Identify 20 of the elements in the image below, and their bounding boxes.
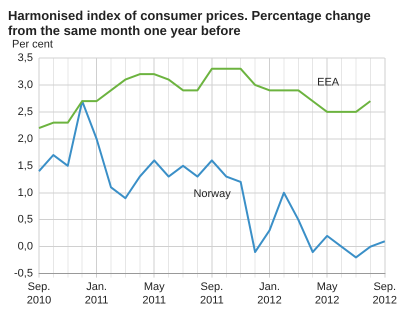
series-label: Norway — [193, 188, 232, 200]
x-tick-label: Jan. 2011 — [84, 281, 108, 306]
y-tick-label: 0,0 — [18, 240, 33, 253]
y-tick-label: 0,5 — [18, 214, 33, 226]
y-tick-label: 3,0 — [18, 78, 33, 91]
x-tick-label: Sep. 2010 — [26, 281, 52, 306]
y-tick-label: 1,5 — [18, 160, 33, 172]
y-tick-label: 3,5 — [18, 52, 33, 64]
x-tick-label: May 2012 — [314, 281, 340, 306]
x-tick-label: Sep. 2012 — [372, 281, 398, 306]
y-tick-label: 2,5 — [18, 106, 33, 118]
x-tick-label: Sep. 2011 — [200, 281, 224, 306]
x-tick-label: May 2011 — [142, 281, 166, 306]
y-tick-label: 2,0 — [18, 132, 33, 145]
x-tick-label: Jan. 2012 — [257, 281, 282, 306]
y-axis-title: Per cent — [12, 38, 53, 51]
y-tick-label: 1,0 — [18, 186, 33, 199]
chart-title: Harmonised index of consumer prices. Percentage change from the same month one year before — [8, 8, 372, 38]
series-label: EEA — [317, 76, 340, 88]
y-tick-label: -0,5 — [14, 268, 33, 280]
